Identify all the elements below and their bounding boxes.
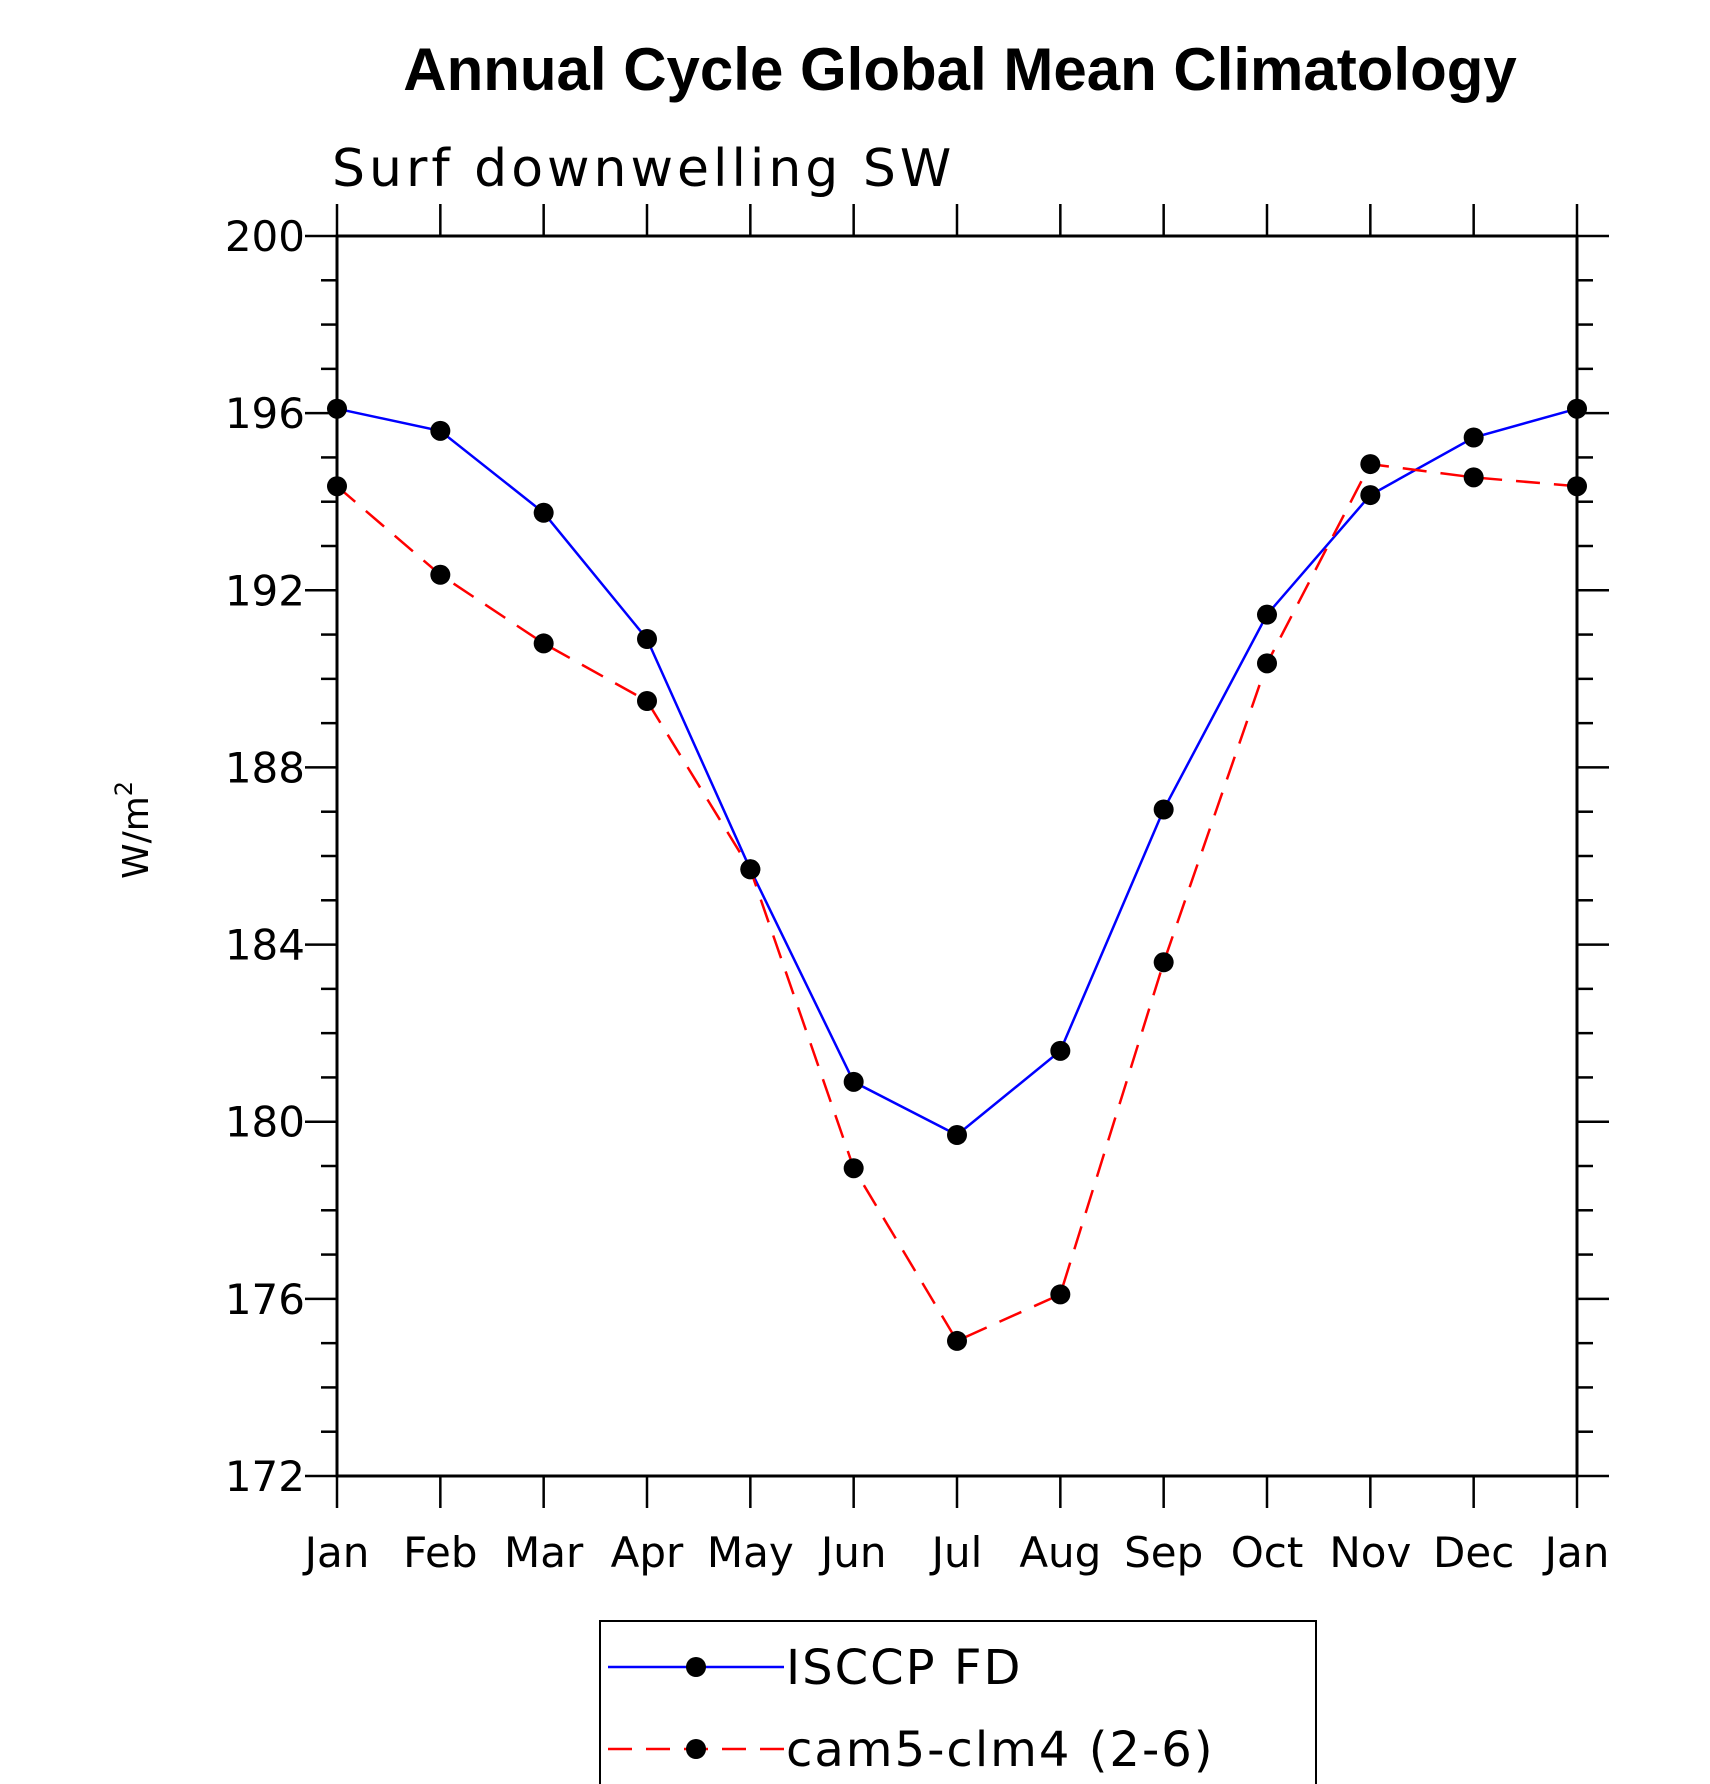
legend-box bbox=[599, 1620, 1317, 1784]
data-point bbox=[533, 633, 554, 654]
x-tick-label: Nov bbox=[1329, 1528, 1411, 1577]
data-point bbox=[1153, 952, 1174, 973]
chart-title: Annual Cycle Global Mean Climatology bbox=[403, 36, 1517, 103]
x-tick-label: May bbox=[707, 1528, 794, 1577]
data-point bbox=[947, 1125, 967, 1145]
x-tick-label: Jun bbox=[818, 1528, 887, 1577]
data-point bbox=[1257, 604, 1277, 625]
chart-subtitle: Surf downwelling SW bbox=[332, 139, 955, 199]
series-line bbox=[336, 462, 1578, 1343]
data-point bbox=[843, 1071, 864, 1092]
series-1 bbox=[327, 454, 1587, 1351]
y-tick-label: 184 bbox=[225, 921, 305, 970]
legend-item: cam5-clm4 (2-6) bbox=[608, 1722, 1215, 1778]
x-tick-label: Oct bbox=[1231, 1528, 1304, 1577]
data-point bbox=[1257, 653, 1277, 674]
x-tick-label: Jan bbox=[302, 1528, 370, 1577]
x-axis: Jan Feb Mar Apr May Jun Jul Aug Sep Oct Nov Dec Jan bbox=[302, 204, 1610, 1577]
data-point bbox=[740, 859, 761, 880]
series-line bbox=[336, 407, 1578, 1137]
data-point bbox=[1360, 485, 1381, 506]
y-tick-label: 196 bbox=[225, 389, 305, 438]
legend-item: ISCCP FD bbox=[608, 1640, 1022, 1696]
y-axis-label: W/m2 bbox=[110, 781, 157, 879]
x-tick-label: Jan bbox=[1542, 1528, 1610, 1577]
data-point bbox=[1360, 454, 1381, 475]
x-tick-label: Feb bbox=[403, 1528, 477, 1577]
y-tick-label: 188 bbox=[225, 743, 305, 792]
data-point bbox=[947, 1330, 967, 1351]
data-point bbox=[1463, 427, 1484, 448]
legend-swatch-marker bbox=[686, 1657, 706, 1677]
x-tick-label: Sep bbox=[1124, 1528, 1203, 1577]
legend-swatch-marker bbox=[686, 1739, 706, 1759]
x-tick-label: Jul bbox=[929, 1528, 983, 1577]
data-point bbox=[327, 476, 347, 497]
legend-label: ISCCP FD bbox=[786, 1640, 1022, 1696]
data-point bbox=[533, 502, 554, 523]
plot-border bbox=[335, 234, 1579, 1478]
x-tick-label: Dec bbox=[1433, 1528, 1514, 1577]
y-axis-label-text: W/m bbox=[116, 796, 157, 879]
x-tick-label: Aug bbox=[1019, 1528, 1101, 1577]
y-tick-label: 180 bbox=[225, 1098, 305, 1147]
data-point bbox=[1567, 398, 1587, 419]
x-tick-label: Mar bbox=[504, 1528, 584, 1577]
y-tick-label: 176 bbox=[225, 1275, 305, 1324]
data-point bbox=[327, 398, 347, 419]
data-point bbox=[1050, 1284, 1071, 1305]
y-tick-label: 192 bbox=[225, 566, 305, 615]
data-point bbox=[430, 420, 451, 441]
x-tick-label: Apr bbox=[611, 1528, 684, 1577]
data-point bbox=[1463, 467, 1484, 488]
data-point bbox=[1567, 476, 1587, 497]
data-point bbox=[637, 691, 657, 711]
legend: ISCCP FD cam5-clm4 (2-6) bbox=[599, 1620, 1317, 1784]
data-point bbox=[843, 1158, 864, 1179]
data-point bbox=[430, 564, 451, 585]
y-axis-label-superscript: 2 bbox=[110, 781, 138, 796]
data-point bbox=[1050, 1040, 1071, 1061]
y-tick-label: 172 bbox=[225, 1452, 305, 1501]
data-point bbox=[1153, 799, 1174, 820]
y-tick-label: 200 bbox=[225, 212, 305, 261]
y-axis: 172 176 180 184 188 192 196 200 bbox=[225, 212, 1609, 1501]
series-layer bbox=[327, 398, 1587, 1351]
svg-text:W/m2: W/m2 bbox=[110, 781, 157, 879]
series-0 bbox=[327, 398, 1587, 1145]
legend-label: cam5-clm4 (2-6) bbox=[786, 1722, 1215, 1778]
data-point bbox=[637, 629, 657, 649]
plot-frame bbox=[335, 234, 1579, 1478]
